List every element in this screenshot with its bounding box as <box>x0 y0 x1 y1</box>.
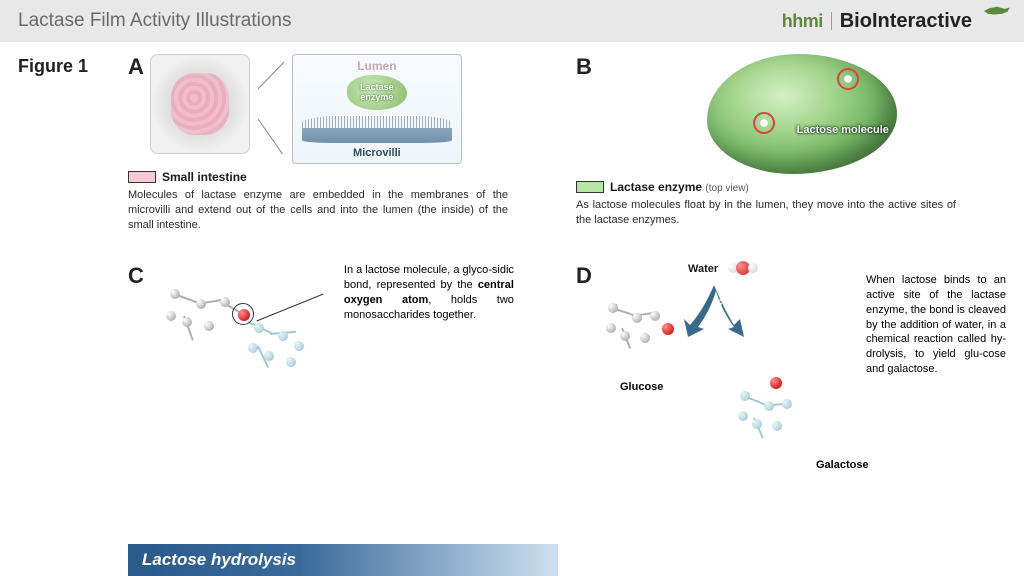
panels-grid: A Lumen Lactase enzyme Microvilli Small … <box>128 54 1006 576</box>
panel-c: C <box>128 263 558 505</box>
lactose-molecule-model <box>154 263 334 383</box>
hhmi-logo: hhmi <box>782 11 823 32</box>
lumen-label: Lumen <box>357 59 396 73</box>
panel-c-text: In a lactose molecule, a glyco-sidic bon… <box>344 263 514 322</box>
microvilli-label: Microvilli <box>353 147 401 159</box>
legend-b: Lactase enzyme (top view) <box>576 180 1006 194</box>
zoom-connector-icon <box>256 54 286 154</box>
panel-letter-d: D <box>576 263 592 289</box>
lactase-enzyme-blob: Lactase enzyme <box>347 75 407 110</box>
legend-b-sub: (top view) <box>705 183 748 194</box>
swatch-pink <box>128 171 156 183</box>
legend-b-title: Lactase enzyme (top view) <box>610 180 749 194</box>
lizard-icon <box>984 4 1010 18</box>
logo-divider <box>831 12 832 30</box>
panel-letter-c: C <box>128 263 144 289</box>
swatch-green <box>576 181 604 193</box>
membrane-illustration <box>302 114 452 143</box>
panel-d-text: When lactose binds to an active site of … <box>866 273 1006 377</box>
panel-b: B Lactose molecule Lactase enzyme (top v… <box>576 54 1006 255</box>
legend-a: Small intestine <box>128 170 558 184</box>
content: Figure 1 A Lumen Lactase enzyme Microvil… <box>0 42 1024 576</box>
zoom-box: Lumen Lactase enzyme Microvilli <box>292 54 462 164</box>
callout-circle <box>232 303 254 325</box>
intestine-illustration <box>150 54 250 154</box>
enzyme-top-view: Lactose molecule <box>707 54 897 174</box>
water-label: Water <box>688 263 718 275</box>
callout-line <box>256 294 323 322</box>
figure-label: Figure 1 <box>18 54 128 576</box>
biointeractive-logo: BioInteractive <box>840 10 972 33</box>
active-site-1 <box>837 68 859 90</box>
panel-a-text: Molecules of lactase enzyme are embedded… <box>128 188 508 233</box>
galactose-label: Galactose <box>816 459 869 471</box>
header: Lactase Film Activity Illustrations hhmi… <box>0 0 1024 42</box>
brand-logo: hhmi BioInteractive <box>782 10 1006 33</box>
galactose-model <box>726 373 846 473</box>
legend-a-title: Small intestine <box>162 170 247 184</box>
active-site-2 <box>753 112 775 134</box>
water-molecule <box>728 261 758 275</box>
page-title: Lactase Film Activity Illustrations <box>18 10 291 32</box>
panel-letter-a: A <box>128 54 144 80</box>
glucose-label: Glucose <box>620 381 663 393</box>
panel-b-text: As lactose molecules float by in the lum… <box>576 198 956 228</box>
legend-b-title-text: Lactase enzyme <box>610 180 702 194</box>
lactose-molecule-label: Lactose molecule <box>797 124 889 136</box>
panel-letter-b: B <box>576 54 592 80</box>
panel-d: D Water Glucose Hydrolysis <box>576 263 1006 483</box>
hydrolysis-banner: Lactose hydrolysis <box>128 544 558 576</box>
panel-a: A Lumen Lactase enzyme Microvilli Small … <box>128 54 558 255</box>
